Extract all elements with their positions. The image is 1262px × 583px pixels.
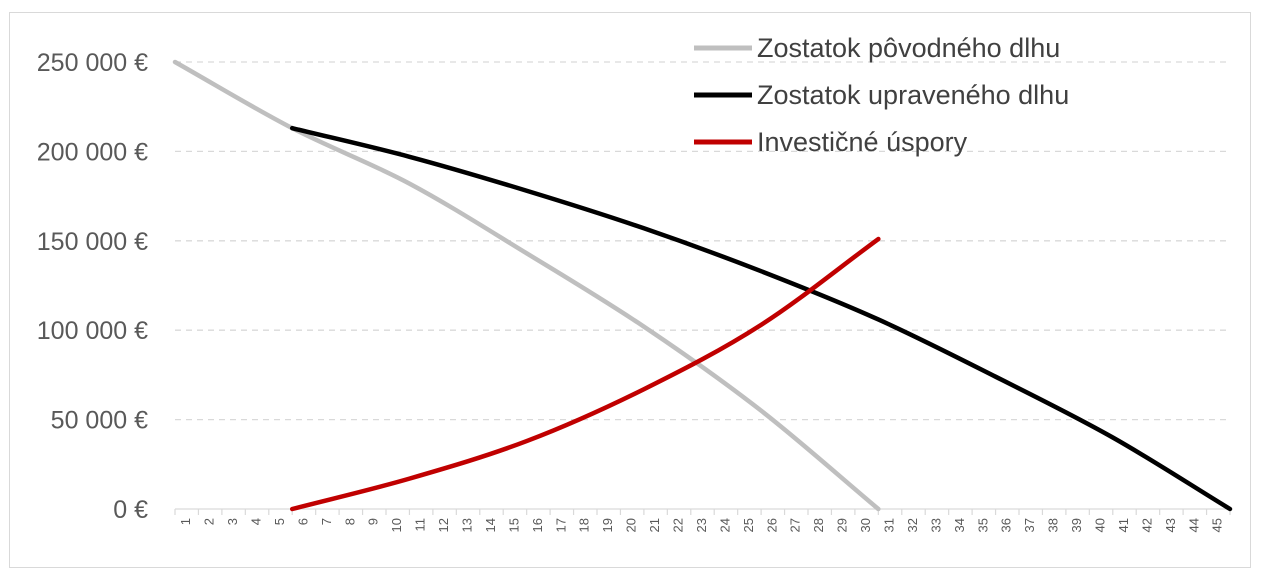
x-tick-label: 40 bbox=[1092, 518, 1107, 532]
y-tick-label: 50 000 € bbox=[51, 407, 148, 435]
x-tick-label: 43 bbox=[1163, 518, 1178, 532]
x-tick-label: 22 bbox=[670, 518, 685, 532]
x-tick-label: 37 bbox=[1022, 518, 1037, 532]
x-tick-label: 15 bbox=[506, 518, 521, 532]
x-tick-label: 31 bbox=[881, 518, 896, 532]
x-tick-label: 27 bbox=[788, 518, 803, 532]
x-tick-label: 2 bbox=[202, 518, 217, 525]
x-tick-label: 32 bbox=[905, 518, 920, 532]
series-line-2 bbox=[289, 125, 1233, 512]
x-tick-label: 3 bbox=[225, 518, 240, 525]
legend-label: Investičné úspory bbox=[757, 127, 968, 157]
x-tick-label: 28 bbox=[811, 518, 826, 532]
x-tick-label: 20 bbox=[624, 518, 639, 532]
x-tick-label: 23 bbox=[694, 518, 709, 532]
x-tick-label: 33 bbox=[928, 518, 943, 532]
x-tick-label: 24 bbox=[717, 518, 732, 532]
series-lines bbox=[172, 59, 1233, 512]
x-tick-label: 41 bbox=[1116, 518, 1131, 532]
x-tick-label: 8 bbox=[342, 518, 357, 525]
x-tick-label: 5 bbox=[272, 518, 287, 525]
x-tick-label: 10 bbox=[389, 518, 404, 532]
x-tick-label: 39 bbox=[1069, 518, 1084, 532]
chart-area bbox=[9, 12, 1251, 568]
x-tick-label: 29 bbox=[835, 518, 850, 532]
y-axis: 0 € 50 000 € 100 000 € 150 000 € 200 000 € 25… bbox=[37, 49, 148, 524]
x-tick-label: 7 bbox=[319, 518, 334, 525]
legend: Zostatok pôvodného dlhu Zostatok upravené… bbox=[694, 33, 1069, 157]
y-tick-label: 0 € bbox=[113, 496, 148, 524]
x-tick-label: 6 bbox=[295, 518, 310, 525]
y-tick-label: 200 000 € bbox=[37, 138, 148, 166]
x-tick-label: 38 bbox=[1046, 518, 1061, 532]
x-tick-label: 12 bbox=[436, 518, 451, 532]
y-tick-label: 100 000 € bbox=[37, 317, 148, 345]
x-tick-label: 44 bbox=[1186, 518, 1201, 532]
x-tick-label: 30 bbox=[858, 518, 873, 532]
x-axis: 1 2 3 4 5 6 7 8 9 10 11 12 13 14 15 16 17 18 19 20 21 22 23 24 2… bbox=[174, 508, 1231, 532]
x-tick-label: 21 bbox=[647, 518, 662, 532]
x-tick-label: 18 bbox=[577, 518, 592, 532]
x-tick-label: 14 bbox=[483, 518, 498, 532]
x-tick-label: 35 bbox=[975, 518, 990, 532]
x-tick-label: 4 bbox=[248, 518, 263, 525]
series-line-3 bbox=[289, 236, 881, 512]
x-tick-label: 25 bbox=[741, 518, 756, 532]
x-tick-label: 16 bbox=[530, 518, 545, 532]
y-tick-label: 150 000 € bbox=[37, 228, 148, 256]
x-tick-label: 45 bbox=[1210, 518, 1225, 532]
legend-label: Zostatok pôvodného dlhu bbox=[757, 33, 1060, 63]
x-tick-label: 11 bbox=[413, 518, 428, 532]
x-tick-label: 36 bbox=[999, 518, 1014, 532]
legend-label: Zostatok upraveného dlhu bbox=[757, 80, 1069, 110]
x-tick-label: 19 bbox=[600, 518, 615, 532]
y-tick-label: 250 000 € bbox=[37, 49, 148, 77]
x-tick-label: 17 bbox=[553, 518, 568, 532]
x-tick-label: 9 bbox=[366, 518, 381, 525]
x-tick-label: 42 bbox=[1139, 518, 1154, 532]
x-tick-label: 13 bbox=[459, 518, 474, 532]
x-tick-label: 1 bbox=[178, 518, 193, 525]
x-tick-label: 26 bbox=[764, 518, 779, 532]
x-tick-label: 34 bbox=[952, 518, 967, 532]
